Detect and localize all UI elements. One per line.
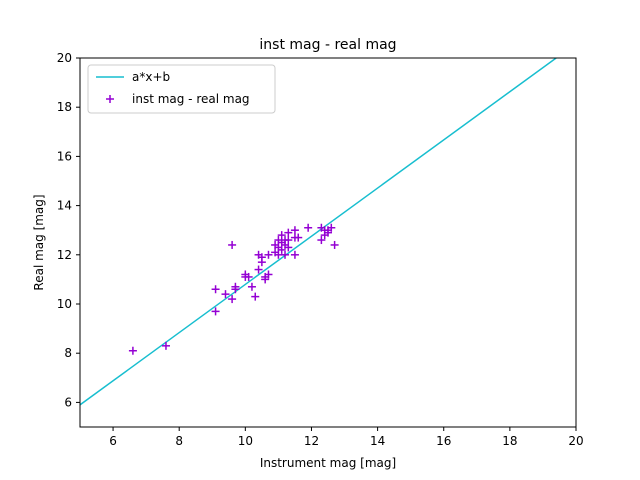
legend-entry-fit-line: a*x+b — [132, 70, 170, 84]
y-tick-label: 16 — [57, 149, 72, 163]
y-tick-label: 6 — [64, 395, 72, 409]
y-tick-label: 20 — [57, 51, 72, 65]
scatter-point — [261, 275, 270, 284]
scatter-point — [284, 228, 293, 237]
scatter-point — [228, 240, 237, 249]
scatter-point — [244, 272, 253, 281]
x-tick-label: 8 — [175, 434, 183, 448]
x-tick-label: 6 — [109, 434, 117, 448]
x-axis-ticks: 6 8 10 12 14 16 18 20 — [109, 427, 584, 448]
scatter-point — [290, 250, 299, 259]
scatter-point — [257, 253, 266, 262]
x-tick-label: 12 — [304, 434, 319, 448]
x-tick-label: 10 — [238, 434, 253, 448]
plot-frame — [79, 57, 577, 428]
scatter-point — [330, 240, 339, 249]
scatter-point — [277, 245, 286, 254]
scatter-point — [231, 285, 240, 294]
scatter-point — [211, 285, 220, 294]
scatter-point — [277, 231, 286, 240]
y-axis-label: Real mag [mag] — [32, 194, 46, 290]
scatter-point — [228, 295, 237, 304]
scatter-point — [294, 233, 303, 242]
scatter-point — [161, 341, 170, 350]
scatter-point — [221, 290, 230, 299]
scatter-point — [254, 265, 263, 274]
scatter-point — [304, 223, 313, 232]
series-fit-line — [80, 58, 557, 406]
chart-title: inst mag - real mag — [259, 37, 396, 53]
scatter-point — [284, 243, 293, 252]
scatter-point — [317, 236, 326, 245]
scatter-point — [327, 223, 336, 232]
y-tick-label: 10 — [57, 297, 72, 311]
scatter-point — [128, 346, 137, 355]
legend: a*x+b inst mag - real mag — [87, 64, 276, 114]
y-tick-label: 12 — [57, 248, 72, 262]
y-tick-label: 14 — [57, 199, 72, 213]
y-tick-label: 18 — [57, 100, 72, 114]
x-tick-label: 16 — [436, 434, 451, 448]
scatter-point — [264, 250, 273, 259]
scatter-point — [264, 270, 273, 279]
scatter-point — [281, 250, 290, 259]
y-tick-label: 8 — [64, 346, 72, 360]
legend-entry-scatter: inst mag - real mag — [132, 92, 250, 106]
x-tick-label: 20 — [568, 434, 583, 448]
scatter-point — [251, 292, 260, 301]
scatter-point — [247, 282, 256, 291]
scatter-point — [290, 226, 299, 235]
x-tick-label: 18 — [502, 434, 517, 448]
scatter-point — [284, 236, 293, 245]
x-tick-label: 14 — [370, 434, 385, 448]
x-axis-label: Instrument mag [mag] — [260, 456, 396, 470]
legend-marker-swatch — [106, 95, 114, 103]
scatter-point — [211, 307, 220, 316]
plot-layer — [80, 58, 557, 406]
legend-box — [87, 64, 276, 114]
y-axis-ticks: 6 8 10 12 14 16 18 20 — [57, 51, 80, 409]
